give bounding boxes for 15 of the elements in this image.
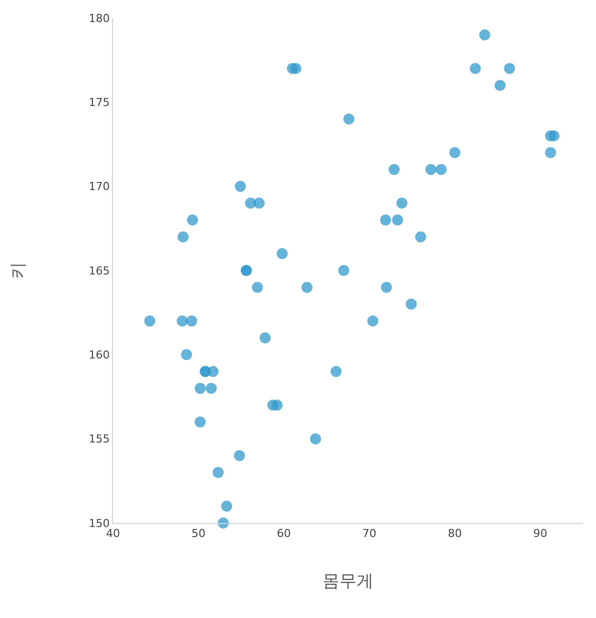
y-tick-label: 175 <box>88 96 110 110</box>
x-tick-label: 80 <box>448 527 462 540</box>
y-tick-label: 155 <box>88 432 110 446</box>
y-tick-label: 150 <box>88 516 110 530</box>
x-tick-label: 60 <box>276 527 291 540</box>
x-axis-title: 몸무게 <box>322 572 374 592</box>
x-tick-label: 70 <box>362 527 376 540</box>
x-tick-label: 50 <box>191 527 206 540</box>
y-tick-label: 165 <box>88 264 110 278</box>
y-tick-label: 170 <box>88 180 110 194</box>
y-tick-label: 160 <box>88 348 110 362</box>
y-axis-title: 키 <box>8 262 28 279</box>
y-tick-label: 180 <box>88 12 110 25</box>
x-tick-label: 40 <box>106 527 120 540</box>
x-tick-label: 90 <box>533 527 548 540</box>
